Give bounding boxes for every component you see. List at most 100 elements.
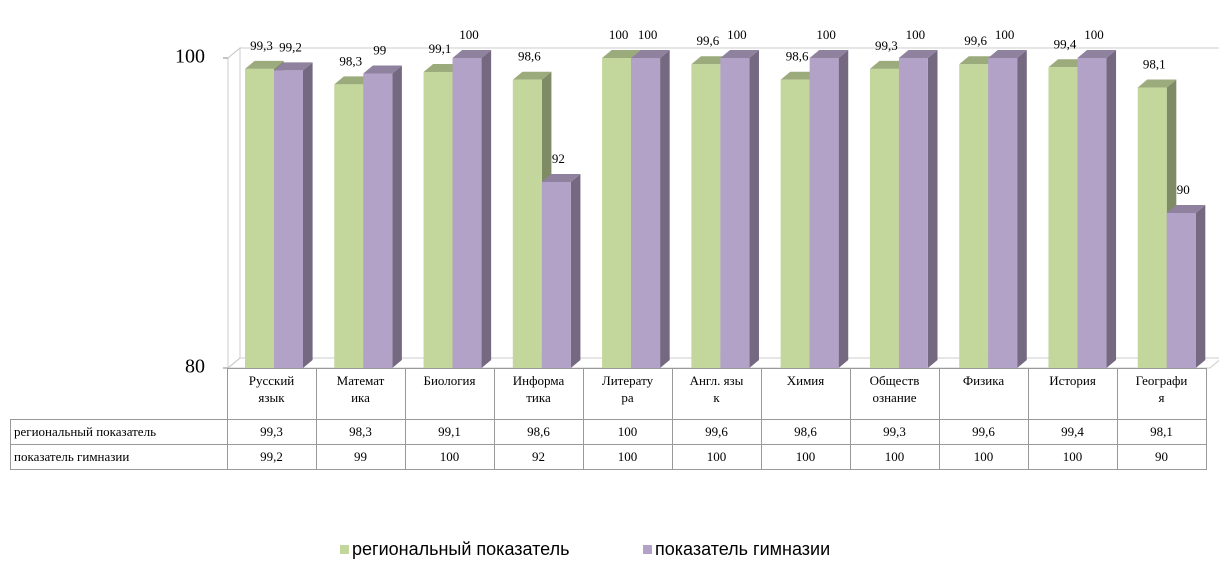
bar-top: [334, 76, 373, 85]
table-cell: 99,2: [226, 444, 317, 470]
bar-side: [481, 50, 492, 368]
bar-front: [988, 58, 1018, 368]
category-cell: Биология: [404, 368, 495, 420]
table-cell: 100: [404, 444, 495, 470]
value-label: 99,6: [696, 33, 719, 48]
bar-top: [898, 50, 938, 58]
bar-top: [1048, 59, 1088, 68]
grid-line: [227, 357, 241, 369]
category-cell: Математика: [315, 368, 406, 420]
legend-label: показатель гимназии: [655, 539, 830, 559]
value-label: 100: [638, 27, 658, 42]
bar-front: [959, 64, 989, 368]
value-label: 100: [1084, 27, 1104, 42]
table-cell: 99,4: [1027, 419, 1118, 445]
table-cell: 99,3: [226, 419, 317, 445]
value-label: 90: [1177, 182, 1190, 197]
x-tick-label: Информатика: [512, 373, 565, 405]
bar-top: [869, 60, 909, 69]
table-cell: 100: [582, 419, 673, 445]
table-cell: 99: [315, 444, 406, 470]
bar-top: [541, 174, 581, 182]
legend-swatch: [340, 545, 349, 554]
bar-top: [363, 65, 402, 74]
table-cell: 90: [1116, 444, 1207, 470]
x-tick-label: Химия: [786, 373, 825, 388]
bar-front: [691, 64, 721, 368]
table-cell: 99,1: [404, 419, 495, 445]
bar: [1077, 50, 1117, 368]
bar-front: [869, 68, 899, 368]
bar-top: [274, 62, 313, 71]
table-cell: 98,6: [760, 419, 851, 445]
grid-line: [227, 47, 241, 59]
bar: [1137, 79, 1177, 368]
table-cell: 99,6: [671, 419, 762, 445]
bar-top: [691, 56, 730, 65]
value-label: 99: [373, 42, 386, 57]
x-tick-label: Англ. язык: [689, 373, 744, 405]
bar-side: [1106, 50, 1117, 368]
value-label: 100: [459, 27, 479, 42]
y-tick-label: 100: [175, 46, 205, 68]
bar: [541, 174, 581, 368]
table-cell: 100: [671, 444, 762, 470]
bar-top: [512, 71, 552, 80]
bar: [452, 50, 492, 368]
bar-front: [1137, 87, 1167, 368]
bar: [363, 65, 402, 368]
bar-side: [392, 65, 402, 368]
bar-side: [927, 50, 938, 368]
bar-top: [809, 50, 849, 58]
table-cell: 100: [582, 444, 673, 470]
bar-front: [1166, 213, 1196, 368]
bar-side: [570, 174, 581, 368]
value-label: 99,3: [875, 38, 898, 53]
bar: [631, 50, 670, 368]
bar-front: [898, 58, 928, 368]
value-label: 100: [906, 27, 926, 42]
value-label: 99,3: [250, 38, 273, 53]
bar-front: [631, 58, 661, 368]
bar-top: [988, 50, 1027, 58]
table-cell: 98,1: [1116, 419, 1207, 445]
bar: [809, 50, 849, 368]
category-cell: Обществознание: [849, 368, 940, 420]
bar-side: [303, 62, 313, 369]
bar-top: [780, 71, 820, 80]
x-tick-label: Биология: [423, 373, 476, 388]
bar-front: [1077, 58, 1107, 368]
bar-side: [749, 50, 759, 368]
category-cell: Химия: [760, 368, 851, 420]
value-label: 99,1: [429, 41, 452, 56]
table-cell: 100: [938, 444, 1029, 470]
category-cell: Русский язык: [226, 368, 317, 420]
bar-front: [245, 68, 274, 368]
bar-front: [780, 79, 810, 368]
bar-top: [452, 50, 492, 58]
bar-side: [1017, 50, 1027, 368]
value-label: 99,2: [279, 39, 302, 54]
bar-top: [631, 50, 670, 58]
category-cell: Англ. язык: [671, 368, 762, 420]
table-cell: 100: [760, 444, 851, 470]
value-label: 98,6: [786, 49, 809, 64]
bar-side: [660, 50, 670, 368]
bar-side: [838, 50, 849, 368]
x-tick-label: Русский язык: [248, 373, 295, 405]
legend-swatch: [643, 545, 652, 554]
corner: [11, 369, 228, 420]
bar-front: [274, 70, 303, 369]
y-tick-label: 80: [185, 356, 205, 378]
value-label: 92: [552, 151, 565, 166]
value-label: 100: [995, 27, 1015, 42]
table-cell: 98,3: [315, 419, 406, 445]
bar-front: [1048, 67, 1078, 369]
value-label: 100: [609, 27, 629, 42]
bar-front: [334, 84, 364, 368]
bar-top: [1166, 205, 1206, 213]
category-cell: Физика: [938, 368, 1029, 420]
x-tick-label: География: [1135, 373, 1188, 405]
bar-top: [1077, 50, 1117, 58]
